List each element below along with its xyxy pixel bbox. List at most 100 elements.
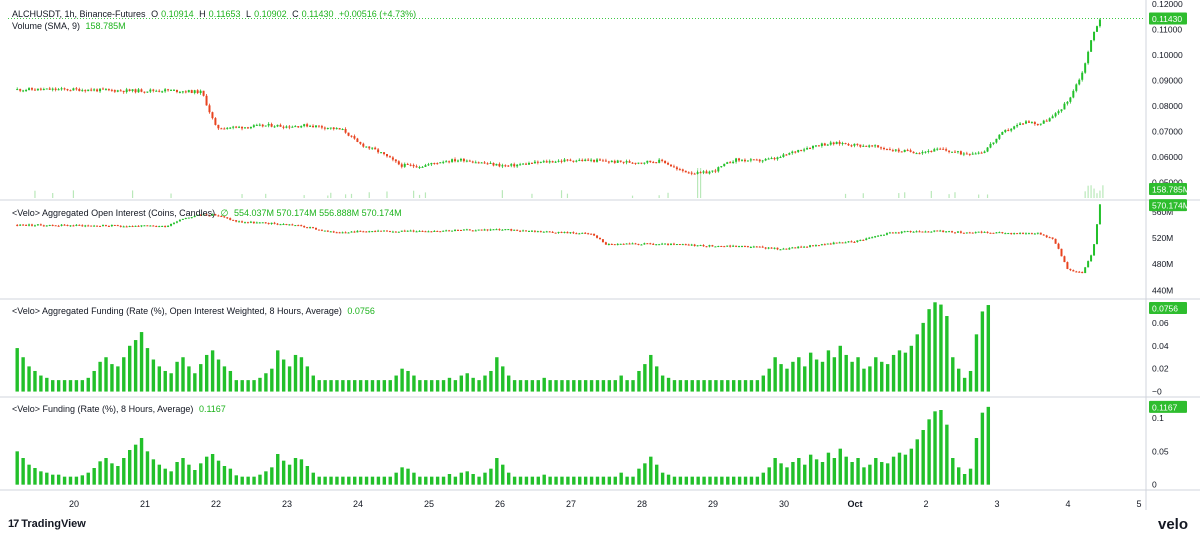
candle-body [63, 88, 66, 90]
candle-body [770, 158, 773, 160]
candle-body [622, 161, 625, 163]
volume-bar [350, 193, 353, 198]
candle-body [36, 224, 39, 226]
agg-funding-bar [199, 364, 203, 392]
candle-body [809, 245, 812, 247]
candle-body [785, 154, 788, 156]
candle-body [871, 145, 874, 147]
candle-body [22, 90, 25, 92]
candle-body [436, 163, 439, 165]
agg-funding-bar [358, 380, 363, 392]
candle-body [885, 233, 888, 235]
funding-bar [560, 476, 564, 485]
candle-body [72, 225, 75, 227]
candle-body [930, 231, 933, 233]
agg-funding-bar [660, 375, 665, 392]
candle-body [282, 224, 285, 226]
candle-body [128, 89, 131, 92]
candle-body [353, 136, 356, 139]
candle-body [261, 124, 264, 127]
candle-body [258, 222, 261, 224]
candle-body [1084, 267, 1087, 274]
candle-body [924, 151, 927, 153]
candle-body [720, 166, 723, 168]
candle-body [900, 151, 903, 153]
candle-body [235, 126, 238, 128]
candle-body [498, 163, 501, 167]
candle-body [877, 145, 880, 148]
candle-body [397, 231, 400, 233]
candle-body [773, 158, 776, 160]
candle-body [235, 220, 238, 222]
candle-body [155, 90, 158, 92]
candle-body [380, 230, 383, 232]
x-tick-label: 22 [211, 499, 221, 509]
candle-body [205, 214, 208, 216]
funding-bar [974, 438, 979, 485]
agg-funding-bar [441, 380, 446, 392]
candle-body [1095, 26, 1098, 32]
funding-bar [62, 476, 67, 485]
agg-funding-bar [133, 340, 138, 392]
candle-body [1078, 79, 1081, 85]
volume-bar [1090, 185, 1092, 198]
candle-body [992, 142, 995, 144]
agg-funding-bar [803, 366, 807, 392]
candle-body [948, 150, 951, 152]
candle-body [903, 149, 906, 152]
candle-body [415, 166, 418, 168]
candle-body [28, 88, 31, 91]
candle-body [164, 89, 167, 92]
funding-bar [962, 474, 967, 485]
funding-bar [814, 459, 819, 485]
funding-bar [601, 476, 606, 485]
candle-body [551, 161, 554, 163]
tradingview-logo[interactable]: 17 TradingView [8, 518, 86, 530]
funding-bar [672, 476, 677, 485]
candle-body [998, 134, 1001, 139]
candle-body [122, 226, 125, 228]
candle-body [735, 158, 738, 162]
candle-body [743, 246, 746, 248]
candle-body [607, 161, 610, 163]
agg-funding-bar [68, 380, 73, 392]
funding-bar [228, 468, 233, 485]
candle-body [814, 145, 817, 147]
velo-logo[interactable]: velo [1157, 516, 1188, 533]
funding-bar [370, 476, 375, 485]
candle-body [344, 129, 347, 133]
candle-body [388, 156, 391, 158]
candle-body [782, 154, 785, 158]
price-legend: ALCHUSDT, 1h, Binance-Futures O 0.10914 H… [12, 8, 419, 20]
agg-funding-bar [903, 352, 908, 392]
candle-body [140, 225, 143, 227]
candle-body [454, 229, 457, 231]
candle-body [1063, 103, 1066, 110]
candle-body [181, 91, 184, 93]
candle-body [359, 141, 362, 144]
candle-body [69, 90, 72, 92]
candle-body [596, 235, 599, 238]
candle-body [33, 225, 36, 227]
candle-body [844, 242, 847, 244]
candle-body [631, 162, 634, 164]
agg-funding-bar [305, 366, 310, 392]
candle-body [1036, 124, 1039, 126]
funding-bar [927, 419, 931, 485]
volume-bar [978, 194, 980, 198]
candle-body [28, 224, 31, 226]
candle-body [519, 164, 522, 166]
candle-body [344, 232, 347, 234]
candle-body [403, 230, 406, 232]
candle-body [149, 89, 152, 92]
funding-bar [726, 476, 730, 485]
agg-funding-bar [311, 375, 315, 392]
funding-bar [175, 462, 179, 485]
agg-funding-bar [566, 380, 570, 392]
candle-body [803, 149, 806, 151]
candle-body [942, 148, 945, 150]
agg-funding-bar [684, 380, 689, 392]
funding-bar [678, 476, 683, 485]
candle-body [572, 232, 575, 234]
